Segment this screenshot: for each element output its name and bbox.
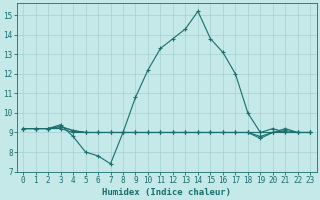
- X-axis label: Humidex (Indice chaleur): Humidex (Indice chaleur): [102, 188, 231, 197]
